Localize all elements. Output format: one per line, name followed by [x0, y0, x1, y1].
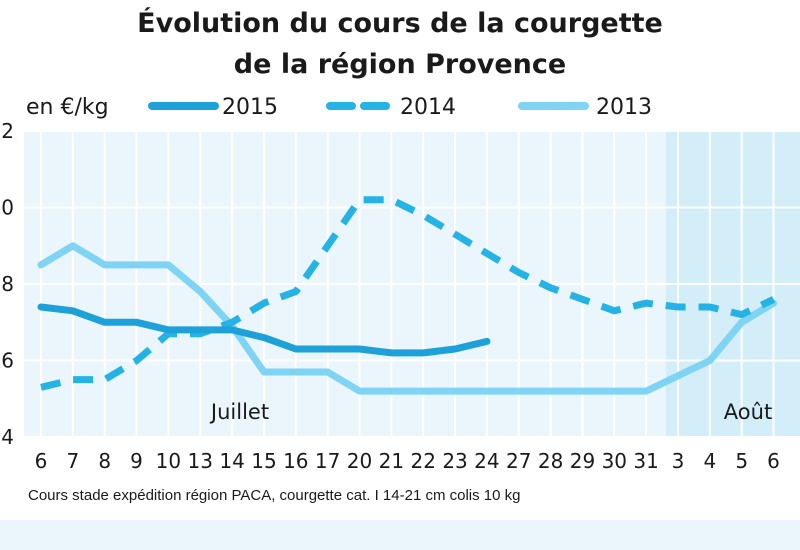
x-tick-label: 17 — [315, 449, 340, 473]
chart-title-line-1: Évolution du cours de la courgette — [137, 7, 663, 39]
x-tick-label: 22 — [410, 449, 435, 473]
chart-title-line-2: de la région Provence — [234, 49, 566, 80]
x-tick-label: 24 — [474, 449, 499, 473]
grid-lines — [24, 130, 800, 438]
x-tick-label: 10 — [156, 449, 181, 473]
month-label-aout: Août — [724, 400, 772, 424]
month-label-juillet: Juillet — [209, 400, 269, 424]
x-tick-label: 29 — [570, 449, 595, 473]
x-tick-label: 21 — [379, 449, 404, 473]
x-tick-label: 23 — [442, 449, 467, 473]
x-tick-label: 7 — [66, 449, 79, 473]
y-tick-labels: 2 0 8 6 4 — [1, 119, 14, 449]
x-tick-label: 13 — [188, 449, 213, 473]
series-lines — [37, 196, 778, 395]
legend-label-2015: 2015 — [222, 95, 278, 120]
x-tick-label: 6 — [35, 449, 48, 473]
y-tick-label: 2 — [1, 119, 14, 143]
x-tick-label: 20 — [347, 449, 372, 473]
x-tick-label: 8 — [98, 449, 111, 473]
x-tick-label: 27 — [506, 449, 531, 473]
x-tick-label: 14 — [219, 449, 244, 473]
x-tick-label: 31 — [633, 449, 658, 473]
x-tick-label: 5 — [735, 449, 748, 473]
y-tick-label: 4 — [1, 425, 14, 449]
legend-label-2013: 2013 — [596, 95, 652, 120]
series-line-2015 — [37, 303, 491, 357]
series-line-2014 — [40, 196, 776, 391]
x-tick-label: 6 — [767, 449, 780, 473]
x-tick-label: 15 — [251, 449, 276, 473]
x-tick-label: 3 — [672, 449, 685, 473]
y-tick-label: 6 — [1, 349, 14, 373]
y-tick-label: 8 — [1, 272, 14, 296]
y-axis-unit-label: en €/kg — [26, 95, 109, 120]
footer-band — [0, 520, 800, 550]
y-tick-label: 0 — [1, 196, 14, 220]
series-line-2013 — [37, 242, 778, 395]
legend-label-2014: 2014 — [400, 95, 456, 120]
x-tick-labels: 6 7 8 9 10 13 14 15 16 17 20 21 22 23 24 27 28 29 30 31 3 4 5 6 — [35, 449, 780, 473]
x-tick-label: 9 — [130, 449, 143, 473]
source-note: Cours stade expédition région PACA, cour… — [28, 487, 520, 504]
x-tick-label: 16 — [283, 449, 308, 473]
x-tick-label: 4 — [703, 449, 716, 473]
chart-legend: 2015 2014 2013 — [148, 95, 652, 120]
x-tick-label: 30 — [602, 449, 627, 473]
x-tick-label: 28 — [538, 449, 563, 473]
